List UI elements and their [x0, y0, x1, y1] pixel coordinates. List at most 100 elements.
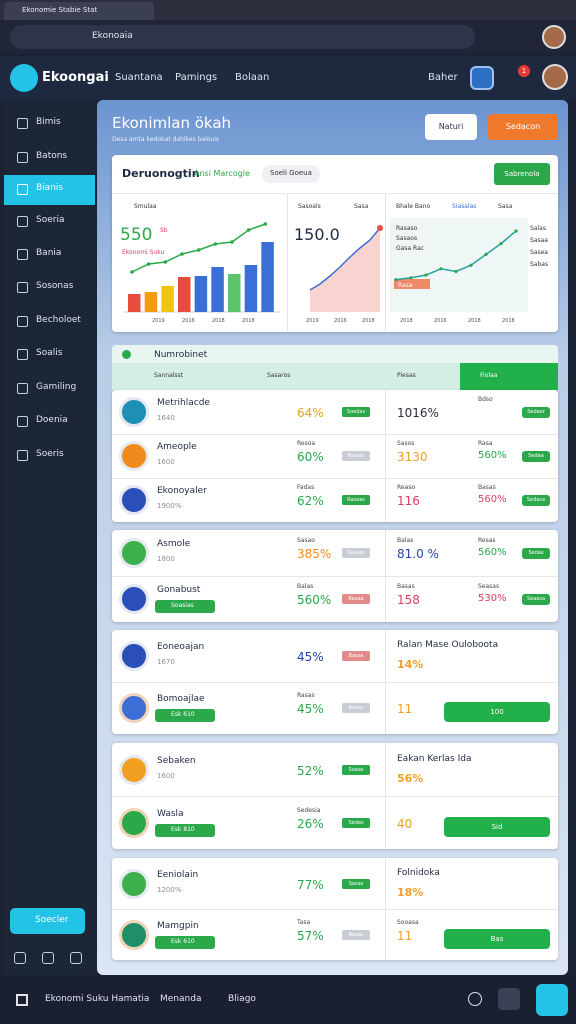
sidebar-tool[interactable]	[70, 952, 82, 964]
right-title: Folnidoka	[397, 867, 440, 878]
sidebar-item[interactable]: Batons	[36, 151, 68, 161]
row-divider	[112, 478, 558, 479]
overview-title: Deruonogtin	[122, 167, 200, 180]
nav-item[interactable]: Suantana	[115, 72, 163, 83]
start-icon[interactable]	[16, 994, 28, 1006]
overview-tab[interactable]: Ansi Marcogle	[194, 169, 250, 178]
right-badge[interactable]: Seaasa	[522, 594, 550, 605]
right-badge[interactable]: Sedas	[522, 548, 550, 559]
group-card: Sebaken 1600 52% Soaas Eakan Kerlas Ida 56% Wa…	[112, 743, 558, 849]
right-percent: 560%	[478, 450, 507, 461]
sidebar-tool[interactable]	[14, 952, 26, 964]
bar	[178, 277, 191, 312]
sidebar-tool[interactable]	[42, 952, 54, 964]
browser-tab[interactable]: Ekonomie Stabie Stat	[4, 2, 154, 20]
x-label: 2016	[434, 318, 447, 324]
row-pill[interactable]: Soasias	[155, 600, 215, 613]
sidebar-item[interactable]: Gamiling	[36, 382, 77, 392]
row-badge[interactable]: Fasaas	[342, 451, 370, 461]
x-label: 2019	[152, 318, 165, 324]
sidebar-item[interactable]: Bania	[36, 248, 62, 258]
logo[interactable]	[10, 64, 38, 92]
column-header[interactable]: Sannalsst	[154, 372, 184, 379]
column-header[interactable]: Sasaros	[267, 372, 291, 379]
row-name[interactable]: Bomoajlae	[157, 694, 205, 704]
row-badge[interactable]: Sasas	[342, 878, 370, 889]
right-note: Reaso	[397, 484, 416, 491]
row-note: Rasas	[297, 692, 315, 699]
primary-button[interactable]: Sedacon	[488, 114, 558, 140]
right-button[interactable]: Bas	[444, 928, 550, 949]
row-badge[interactable]: Soaas	[342, 764, 370, 775]
address-bar[interactable]: Ekonoaia	[10, 25, 475, 49]
row-name[interactable]: Wasla	[157, 808, 184, 819]
sidebar-item[interactable]: Bimis	[36, 117, 61, 127]
tray-icon[interactable]	[498, 988, 520, 1010]
row-percent: 62%	[297, 494, 324, 508]
row-badge[interactable]: Soasas	[342, 548, 370, 558]
row-percent: 64%	[297, 406, 324, 420]
row-pill[interactable]: Esk 610	[155, 709, 215, 722]
row-badge[interactable]: Basas	[342, 929, 370, 940]
user-name[interactable]: Baher	[428, 72, 458, 83]
right-badge[interactable]: Sedaa	[522, 451, 550, 462]
nav-item[interactable]: Bolaan	[235, 72, 270, 83]
column-header[interactable]: Fiolaa	[480, 372, 498, 379]
chart-value: 550	[120, 225, 152, 245]
group-card: Eeniolain 1200% 77% Sasas Folnidoka 18% Mamgpi…	[112, 858, 558, 960]
row-badge[interactable]: Soedas	[342, 407, 370, 417]
right-badge[interactable]: Sedaor	[522, 407, 550, 418]
row-name[interactable]: Ameople	[157, 442, 197, 452]
row-name[interactable]: Sebaken	[157, 755, 196, 766]
sidebar-item[interactable]: Soeris	[36, 449, 64, 459]
sidebar-item[interactable]: Sosonas	[36, 281, 74, 291]
row-name[interactable]: Eoneoajan	[157, 642, 205, 652]
row-badge[interactable]: Basas	[342, 703, 370, 713]
nav-item[interactable]: Pamings	[175, 72, 218, 83]
row-note: Sedesia	[297, 806, 321, 814]
row-icon	[119, 441, 149, 471]
tray-icon[interactable]	[468, 992, 482, 1006]
row-badge[interactable]: Basas	[342, 651, 370, 661]
trend-point	[196, 248, 201, 252]
right-value: 3130	[397, 450, 428, 464]
sidebar-button[interactable]: Soecler	[10, 908, 85, 934]
user-avatar[interactable]	[542, 64, 568, 90]
row-name[interactable]: Eeniolain	[157, 869, 199, 880]
profile-avatar[interactable]	[542, 25, 566, 49]
row-pill[interactable]: Esk 810	[155, 823, 215, 837]
row-percent: 77%	[297, 877, 324, 892]
column-header[interactable]: Piesas	[397, 372, 416, 379]
row-sub: 1670	[157, 658, 175, 666]
row-name[interactable]: Mamgpin	[157, 920, 199, 931]
secondary-button[interactable]: Naturi	[425, 114, 477, 140]
row-name[interactable]: Metrihlacde	[157, 398, 210, 408]
taskbar-item[interactable]: Ekonomi Suku Hamatia	[45, 994, 150, 1004]
notify-button[interactable]	[470, 66, 494, 90]
sidebar-item[interactable]: Soalis	[36, 348, 63, 358]
right-button[interactable]: Sid	[444, 816, 550, 837]
row-name[interactable]: Ekonoyaler	[157, 486, 207, 496]
sidebar-item[interactable]: Doenia	[36, 415, 68, 425]
row-percent: 26%	[297, 816, 324, 831]
right-value: 11	[397, 702, 413, 716]
overview-filter[interactable]: Soeli Goeua	[262, 165, 320, 183]
overview-action[interactable]: Sabrenola	[494, 163, 550, 185]
row-badge[interactable]: Sedas	[342, 817, 370, 828]
row-badge[interactable]: Raseas	[342, 495, 370, 505]
chat-button[interactable]	[536, 984, 568, 1016]
row-name[interactable]: Asmole	[157, 539, 191, 549]
sidebar-item[interactable]: Bianis	[36, 183, 64, 193]
row-name[interactable]: Gonabust	[157, 585, 201, 595]
right-button[interactable]: 100	[444, 702, 550, 722]
row-pill[interactable]: Esk 610	[155, 935, 215, 949]
sidebar-item[interactable]: Soeria	[36, 215, 65, 225]
row-badge[interactable]: Rasaa	[342, 594, 370, 604]
sidebar-item[interactable]: Becholoet	[36, 315, 81, 325]
right-percent: 560%	[478, 547, 507, 558]
x-label: 2019	[306, 318, 319, 324]
taskbar-item[interactable]: Menanda	[160, 994, 202, 1004]
right-badge[interactable]: Sedace	[522, 495, 550, 506]
taskbar-item[interactable]: Bliago	[228, 994, 256, 1004]
brand[interactable]: Ekoongai	[42, 70, 109, 85]
